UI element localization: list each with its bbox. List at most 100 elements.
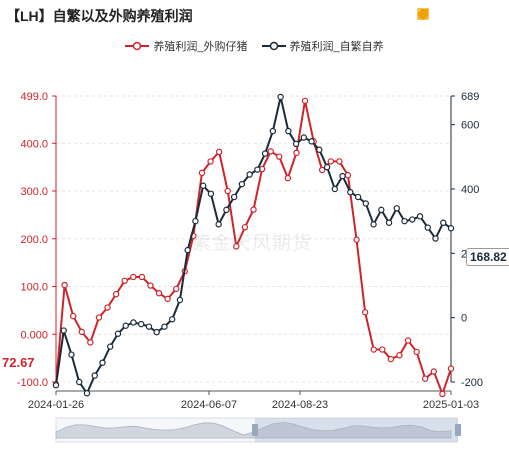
data-point	[114, 330, 122, 337]
data-point	[430, 368, 438, 375]
data-point	[308, 138, 315, 145]
data-point	[277, 93, 284, 101]
data-point	[192, 217, 199, 225]
data-point	[416, 213, 424, 220]
data-point	[316, 146, 323, 153]
data-point	[99, 359, 106, 366]
data-point	[164, 295, 171, 303]
left-tick-label: 499.0	[20, 91, 48, 103]
data-point	[137, 320, 145, 328]
data-point	[339, 172, 346, 180]
legend-item-red[interactable]: 养殖利润_外购仔猪	[125, 38, 248, 54]
data-point	[83, 390, 91, 397]
data-point	[261, 150, 269, 157]
left-tick-label: -100.0	[17, 377, 48, 389]
data-point	[447, 225, 455, 232]
right-tick-label: 400	[461, 184, 479, 196]
data-point	[353, 236, 360, 243]
data-point	[91, 372, 98, 379]
x-tick-label: 2025-01-03	[423, 399, 479, 411]
watermark: 紫金天风期货	[192, 232, 313, 254]
data-point	[344, 172, 352, 179]
legend-label-red: 养殖利润_外购仔猪	[153, 41, 248, 53]
data-point	[396, 352, 403, 359]
right-tick-label: -200	[461, 377, 483, 389]
data-point	[327, 158, 334, 165]
data-point	[440, 219, 447, 226]
x-tick-label: 2024-08-23	[272, 399, 328, 411]
legend: 养殖利润_外购仔猪 养殖利润_自繁自养	[0, 38, 509, 54]
data-point	[161, 323, 168, 330]
data-point	[370, 221, 377, 228]
data-point	[233, 243, 240, 250]
data-point	[69, 312, 77, 320]
data-point	[379, 346, 386, 353]
data-point	[354, 193, 362, 201]
legend-item-navy[interactable]: 养殖利润_自繁自养	[261, 38, 384, 54]
left-tick-label: 100.0	[20, 282, 48, 294]
data-point	[138, 273, 146, 281]
data-point	[254, 166, 261, 173]
data-point	[199, 182, 207, 189]
data-point	[68, 351, 75, 358]
data-point	[107, 343, 114, 350]
x-tick-label: 2024-01-26	[28, 399, 84, 411]
data-point	[230, 193, 238, 201]
data-point	[318, 166, 326, 174]
data-point	[300, 134, 308, 141]
data-point	[269, 127, 277, 135]
right-tick-label: 689	[461, 91, 479, 103]
data-point	[130, 319, 137, 326]
right-tick-label: 600	[461, 120, 479, 132]
data-point	[130, 273, 137, 281]
left-tick-label: 0.000	[20, 329, 48, 341]
data-point	[331, 185, 339, 193]
slider-handle-right	[455, 424, 461, 436]
data-point	[439, 390, 446, 398]
data-point	[207, 158, 214, 165]
left-tick-label: 200.0	[20, 234, 48, 246]
data-point	[409, 216, 416, 223]
data-point	[432, 235, 439, 242]
data-point	[393, 205, 400, 212]
legend-label-navy: 养殖利润_自繁自养	[289, 41, 384, 53]
data-point	[385, 219, 393, 226]
data-point	[145, 323, 153, 330]
data-point	[153, 328, 160, 336]
data-point	[104, 304, 111, 311]
data-point	[184, 246, 191, 254]
axes: 499.0 400.0 300.0 200.0 100.0 0.000 -100.0 689 6…	[17, 91, 483, 411]
data-point	[246, 171, 253, 178]
data-point	[292, 140, 300, 148]
data-point	[173, 285, 180, 293]
data-point	[215, 148, 223, 156]
range-slider	[55, 417, 461, 443]
data-point	[224, 187, 231, 195]
data-point	[238, 180, 246, 188]
data-point	[147, 282, 154, 289]
data-point	[241, 224, 249, 231]
data-point	[387, 355, 395, 363]
data-point	[122, 322, 129, 329]
data-point	[301, 97, 309, 104]
data-point	[176, 296, 184, 304]
data-point	[223, 206, 230, 214]
data-point	[112, 290, 120, 298]
left-tick-label: 400.0	[20, 138, 48, 150]
series-lines	[52, 93, 455, 398]
chart-title: 【LH】自繁以及外购养殖利润	[6, 8, 193, 24]
data-point	[284, 174, 292, 182]
settings-icon[interactable]	[419, 8, 501, 20]
data-point	[336, 158, 343, 165]
data-point	[447, 365, 455, 372]
toolbar	[417, 8, 501, 20]
slider-handle-left	[252, 424, 258, 436]
data-point	[378, 206, 385, 214]
data-point	[323, 163, 331, 171]
left-tick-label: 300.0	[20, 186, 48, 198]
data-point	[61, 281, 68, 289]
data-point	[87, 339, 94, 346]
data-point	[168, 316, 176, 323]
data-point	[52, 382, 60, 389]
